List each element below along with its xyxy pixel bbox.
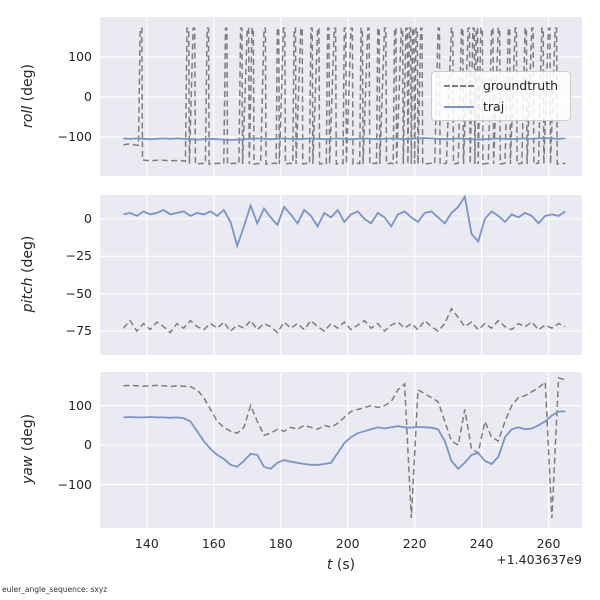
euler-sequence-note: euler_angle_sequence: sxyz <box>2 585 108 594</box>
yaw-y-tick-label: 0 <box>84 437 92 453</box>
x-tick-label: 180 <box>268 536 293 551</box>
roll-traj-line <box>123 137 566 141</box>
subplot-yaw <box>100 372 582 528</box>
pitch-y-tick-label: −75 <box>65 323 92 339</box>
legend-entry-traj: traj <box>444 99 558 114</box>
yaw-y-tick-label: −100 <box>57 476 92 492</box>
yaw-axis-label: yaw (deg) <box>20 369 36 529</box>
yaw-traj-line <box>123 410 566 471</box>
x-axis-label: t (s) <box>281 557 401 573</box>
x-tick-label: 160 <box>201 536 226 551</box>
pitch-y-tick-label: −25 <box>65 248 92 264</box>
roll-y-tick-label: 0 <box>84 88 92 104</box>
x-axis-label-var: t <box>326 557 333 573</box>
subplot-pitch <box>100 195 582 355</box>
x-tick-label: 260 <box>536 536 561 551</box>
legend: groundtruth traj <box>431 71 572 121</box>
roll-groundtruth-line <box>123 27 566 165</box>
roll-axis-label: roll (deg) <box>20 16 36 176</box>
roll-axis-label-unit: (deg) <box>20 64 36 102</box>
pitch-traj-line <box>123 195 566 249</box>
legend-entry-groundtruth: groundtruth <box>444 78 558 93</box>
pitch-axis-label-unit: (deg) <box>20 235 36 274</box>
x-axis-offset-text: +1.403637e9 <box>496 552 582 567</box>
yaw-axis-label-var: yaw <box>20 455 36 485</box>
legend-label-traj: traj <box>483 99 505 114</box>
solid-line-sample-icon <box>444 105 474 108</box>
x-axis-label-unit: (s) <box>336 557 356 573</box>
pitch-y-tick-label: 0 <box>84 210 92 226</box>
roll-y-tick-label: −100 <box>57 128 92 144</box>
pitch-y-tick-label: −50 <box>65 285 92 301</box>
x-tick-label: 200 <box>335 536 360 551</box>
x-tick-label: 140 <box>134 536 159 551</box>
roll-axis-label-var: roll <box>20 105 36 128</box>
pitch-axis-label: pitch (deg) <box>20 194 36 354</box>
roll-y-tick-label: 100 <box>68 48 92 64</box>
pitch-axis-label-var: pitch <box>20 277 36 313</box>
legend-label-groundtruth: groundtruth <box>483 78 559 93</box>
x-tick-label: 240 <box>469 536 494 551</box>
x-tick-label: 220 <box>402 536 427 551</box>
dashed-line-sample-icon <box>444 84 474 87</box>
yaw-axis-label-unit: (deg) <box>20 413 36 452</box>
yaw-y-tick-label: 100 <box>68 397 92 413</box>
yaw-groundtruth-line <box>123 376 566 519</box>
pitch-groundtruth-line <box>122 307 566 334</box>
